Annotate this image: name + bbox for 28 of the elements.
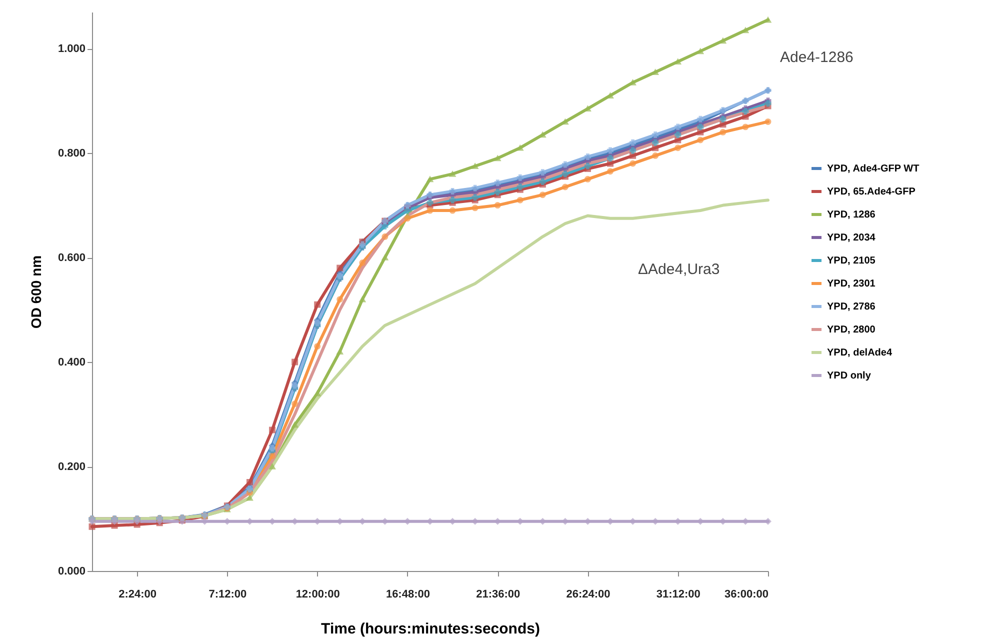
x-tick-label: 2:24:00	[118, 588, 157, 600]
x-tick-label: 12:00:00	[296, 588, 340, 600]
legend-label: YPD only	[827, 370, 872, 382]
legend-label: YPD, 1286	[827, 210, 876, 220]
x-tick-label: 31:12:00	[656, 588, 700, 600]
y-tick-label: 0.800	[58, 148, 86, 160]
legend-label: YPD, 2800	[827, 324, 876, 336]
text: Ade4-1286	[780, 49, 854, 66]
x-tick-label: 26:24:00	[566, 588, 610, 600]
y-tick-label: 0.400	[58, 356, 86, 369]
legend-label: YPD, 2786	[827, 302, 876, 312]
x-axis-title: Time (hours:minutes:seconds)	[321, 620, 540, 638]
y-tick-label: 0.000	[58, 566, 86, 578]
y-tick-label: 0.200	[58, 461, 86, 474]
legend-label: YPD, delAde4	[827, 348, 892, 358]
y-tick-label: 0.600	[58, 252, 86, 264]
legend-label: YPD, 2105	[827, 256, 876, 266]
legend-label: YPD, Ade4-GFP WT	[827, 164, 920, 174]
x-tick-label: 21:36:00	[476, 588, 520, 600]
legend-label: YPD, 2034	[827, 232, 876, 244]
x-tick-label: 16:48:00	[386, 588, 430, 600]
x-tick-label: 7:12:00	[208, 588, 247, 600]
annotation: ΔAde4,Ura3	[638, 261, 720, 278]
y-tick-label: 1.000	[58, 43, 86, 56]
y-axis-title: OD 600 nm	[28, 255, 44, 329]
x-tick-label: 36:00:00	[724, 588, 768, 600]
legend-label: YPD, 2301	[827, 278, 876, 290]
legend-label: YPD, 65.Ade4-GFP	[827, 186, 916, 198]
